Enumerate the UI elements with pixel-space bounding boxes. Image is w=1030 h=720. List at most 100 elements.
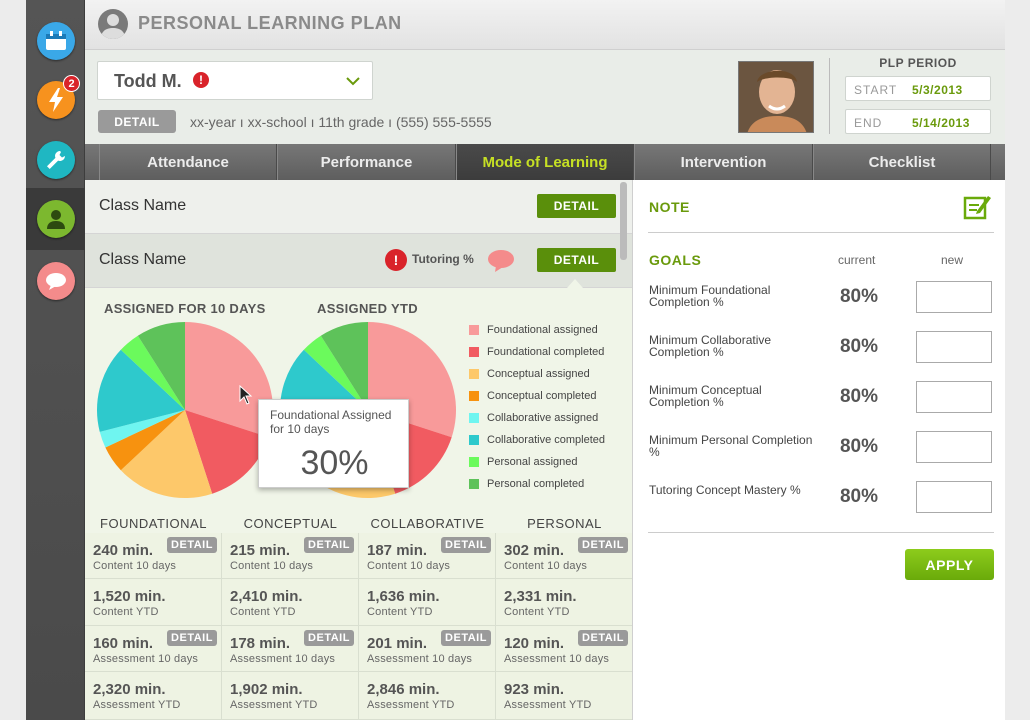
chat-bubble-icon[interactable] (487, 249, 515, 273)
end-date-field[interactable]: END 5/14/2013 (845, 109, 991, 134)
stat-sublabel: Content 10 days (230, 560, 314, 572)
legend-label: Foundational completed (487, 346, 605, 358)
stat-column-header: COLLABORATIVE (370, 516, 485, 531)
stat-cell: 187 min. Content 10 days DETAIL (359, 533, 496, 579)
divider (648, 532, 994, 533)
page-title: PERSONAL LEARNING PLAN (138, 13, 402, 33)
class-name: Class Name (99, 197, 187, 214)
legend-label: Conceptual assigned (487, 368, 590, 380)
class-row-expanded[interactable]: Class Name ! Tutoring % DETAIL (85, 234, 632, 288)
nav-messages[interactable] (26, 250, 85, 312)
pie-slice[interactable] (185, 322, 273, 438)
pie-slice[interactable] (120, 410, 213, 498)
student-select[interactable]: Todd M. ! (97, 61, 373, 100)
stat-sublabel: Assessment YTD (230, 699, 318, 711)
profile-icon[interactable] (98, 9, 128, 39)
stat-detail-button[interactable]: DETAIL (167, 537, 217, 553)
stat-column-header: PERSONAL (527, 516, 602, 531)
goal-new-input[interactable] (916, 431, 992, 463)
pie-slice[interactable] (97, 349, 185, 432)
student-name: Todd M. (114, 71, 182, 91)
pie-slice[interactable] (105, 410, 185, 471)
nav-student[interactable] (26, 188, 85, 250)
legend-label: Collaborative completed (487, 434, 606, 446)
plp-period-label: PLP PERIOD (879, 56, 957, 70)
stat-cell: 201 min. Assessment 10 days DETAIL (359, 626, 496, 672)
stat-value: 302 min. (504, 542, 565, 559)
apply-button[interactable]: APPLY (905, 549, 994, 580)
page-margin-left (0, 0, 26, 720)
new-column-header: new (941, 253, 964, 267)
stat-detail-button[interactable]: DETAIL (578, 537, 628, 553)
stat-sublabel: Content 10 days (367, 560, 451, 572)
tooltip-label: Foundational Assigned for 10 days (270, 408, 392, 436)
edit-note-icon[interactable] (963, 193, 991, 221)
top-bar: PERSONAL LEARNING PLAN (85, 0, 1005, 50)
stat-detail-button[interactable]: DETAIL (441, 537, 491, 553)
pie-slice[interactable] (99, 410, 185, 448)
legend-swatch (469, 325, 479, 335)
legend-swatch (469, 347, 479, 357)
legend-swatch (469, 413, 479, 423)
class-list: Class Name DETAIL Class Name ! Tutoring … (85, 180, 633, 720)
stat-cell: 2,846 min. Assessment YTD (359, 672, 496, 720)
stat-sublabel: Content YTD (367, 606, 433, 618)
nav-tools[interactable] (26, 129, 85, 191)
goal-current-value: 80% (839, 386, 879, 407)
start-date-field[interactable]: START 5/3/2013 (845, 76, 991, 101)
tab-attendance[interactable]: Attendance (99, 144, 277, 180)
stat-sublabel: Assessment YTD (93, 699, 181, 711)
tab-performance[interactable]: Performance (277, 144, 456, 180)
tutoring-label: Tutoring % (412, 252, 474, 266)
legend-label: Collaborative assigned (487, 412, 599, 424)
current-column-header: current (838, 253, 876, 267)
tab-checklist[interactable]: Checklist (813, 144, 991, 180)
goal-new-input[interactable] (916, 331, 992, 363)
student-detail-button[interactable]: DETAIL (98, 110, 176, 133)
stat-cell: 215 min. Content 10 days DETAIL (222, 533, 359, 579)
tab-mode-of-learning[interactable]: Mode of Learning (456, 144, 634, 180)
stat-value: 201 min. (367, 635, 428, 652)
cursor-icon (239, 385, 253, 405)
stat-sublabel: Content YTD (93, 606, 159, 618)
pie-slice[interactable] (185, 410, 269, 494)
stat-cell: 302 min. Content 10 days DETAIL (496, 533, 632, 579)
class-detail-button[interactable]: DETAIL (537, 248, 616, 272)
tooltip-value: 30% (300, 444, 369, 482)
stat-detail-button[interactable]: DETAIL (167, 630, 217, 646)
stat-detail-button[interactable]: DETAIL (578, 630, 628, 646)
stat-sublabel: Assessment YTD (367, 699, 455, 711)
tab-bar: Attendance Performance Mode of Learning … (85, 144, 1005, 180)
goal-new-input[interactable] (916, 481, 992, 513)
pie-slice[interactable] (137, 322, 185, 410)
stat-sublabel: Assessment 10 days (504, 653, 610, 665)
nav-calendar[interactable] (26, 10, 85, 72)
stat-detail-button[interactable]: DETAIL (441, 630, 491, 646)
pie-slice[interactable] (120, 335, 185, 410)
goal-current-value: 80% (839, 486, 879, 507)
calendar-icon (36, 22, 75, 60)
stat-cell: 2,331 min. Content YTD (496, 579, 632, 626)
legend-label: Foundational assigned (487, 324, 598, 336)
warning-icon: ! (385, 249, 407, 271)
stat-detail-button[interactable]: DETAIL (304, 537, 354, 553)
pie-slice[interactable] (303, 335, 368, 410)
stat-detail-button[interactable]: DETAIL (304, 630, 354, 646)
scrollbar[interactable] (620, 182, 627, 260)
class-row[interactable]: Class Name DETAIL (85, 180, 632, 234)
class-detail-button[interactable]: DETAIL (537, 194, 616, 218)
stat-sublabel: Content 10 days (504, 560, 588, 572)
stat-sublabel: Content 10 days (93, 560, 177, 572)
stat-cell: 2,320 min. Assessment YTD (85, 672, 222, 720)
stat-sublabel: Assessment 10 days (230, 653, 336, 665)
pie-slice[interactable] (320, 322, 368, 410)
goal-new-input[interactable] (916, 381, 992, 413)
alert-count-badge: 2 (63, 75, 80, 92)
goal-new-input[interactable] (916, 281, 992, 313)
class-name: Class Name (99, 251, 187, 268)
tab-intervention[interactable]: Intervention (634, 144, 813, 180)
legend-item: Foundational assigned (469, 322, 598, 338)
stat-sublabel: Assessment YTD (504, 699, 592, 711)
goal-label: Minimum Personal Completion % (649, 433, 813, 459)
chart-tooltip: Foundational Assigned for 10 days 30% (258, 399, 409, 488)
